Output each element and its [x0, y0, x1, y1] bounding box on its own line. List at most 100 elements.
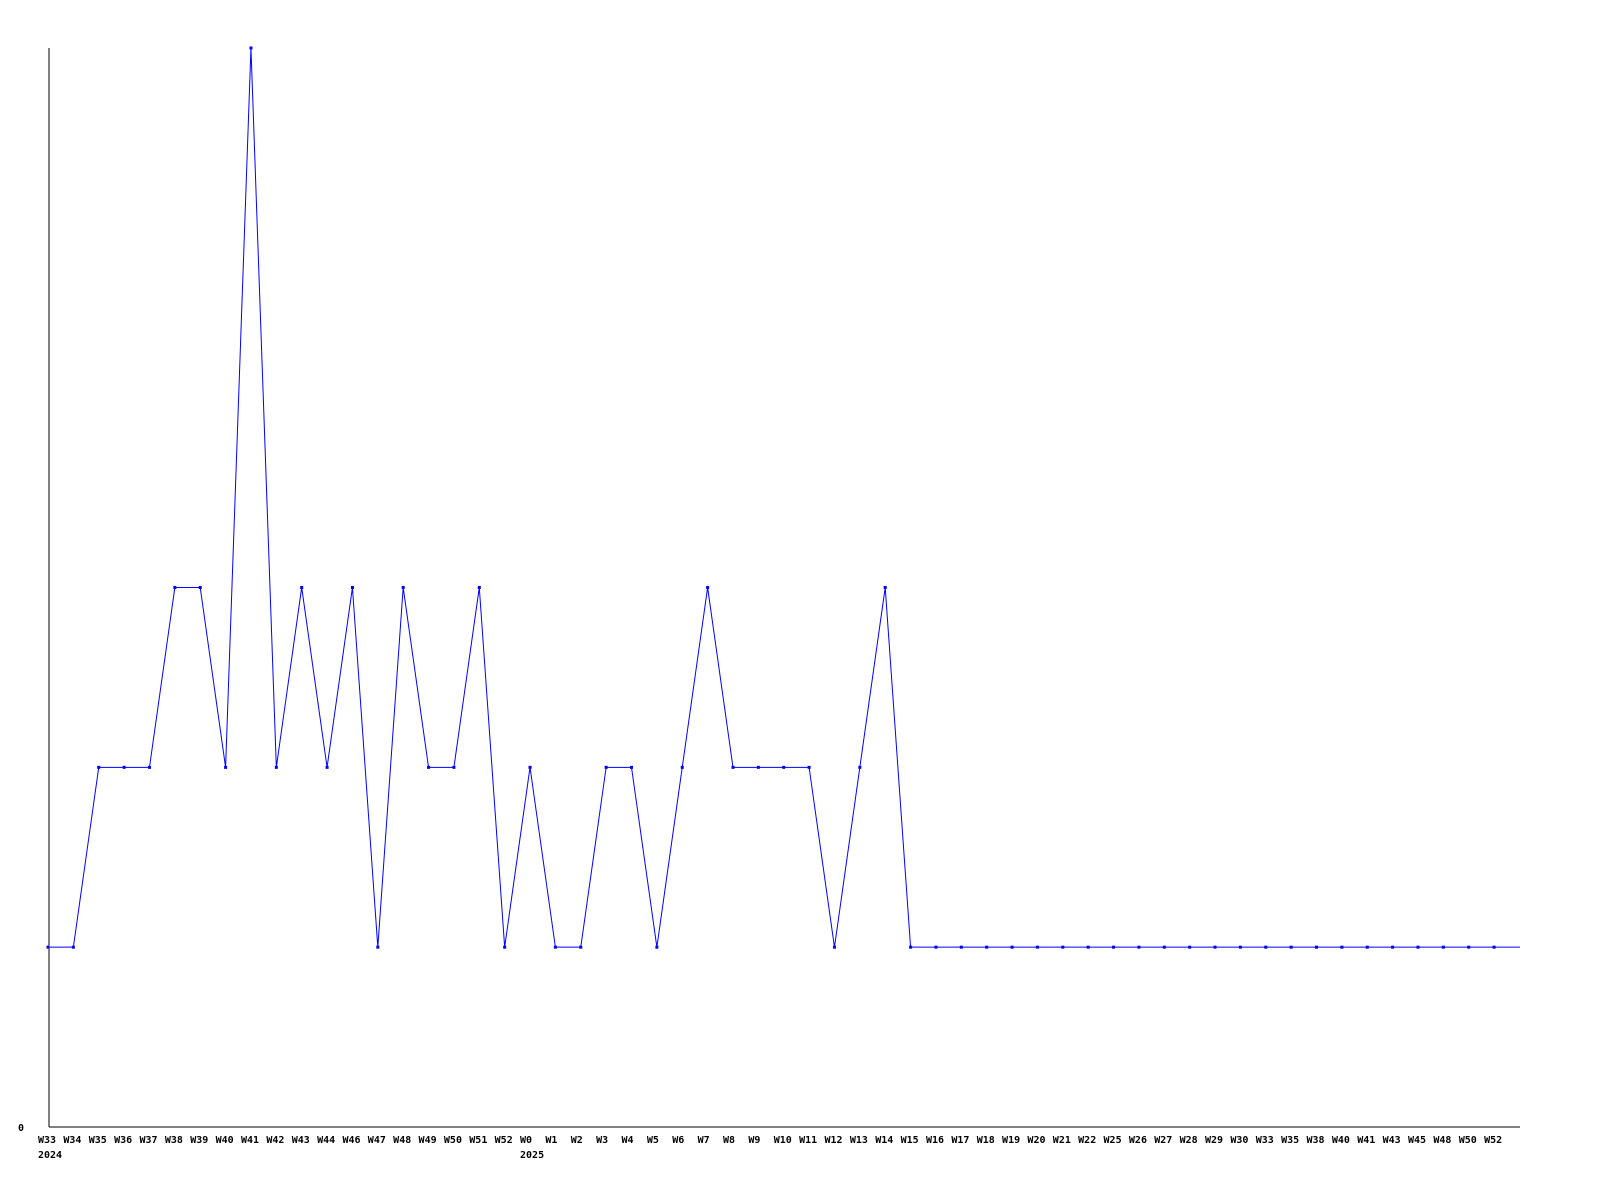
data-point — [807, 765, 811, 769]
data-point — [1061, 945, 1065, 949]
data-point — [1492, 945, 1496, 949]
x-tick-label: W13 — [850, 1135, 868, 1146]
x-tick-label: W25 — [1104, 1135, 1122, 1146]
data-point — [249, 46, 253, 50]
data-point — [528, 765, 532, 769]
x-tick-label: W34 — [63, 1135, 81, 1146]
data-point — [1086, 945, 1090, 949]
data-point — [1162, 945, 1166, 949]
data-point — [71, 945, 75, 949]
x-tick-label: W7 — [698, 1135, 710, 1146]
data-point — [122, 765, 126, 769]
data-point — [503, 945, 507, 949]
x-tick-label: W37 — [139, 1135, 157, 1146]
x-tick-label: W17 — [951, 1135, 969, 1146]
data-point — [1467, 945, 1471, 949]
y-tick-label: 0 — [18, 1123, 24, 1134]
x-tick-label: W10 — [774, 1135, 792, 1146]
x-tick-label: W26 — [1129, 1135, 1147, 1146]
x-tick-label: W43 — [1383, 1135, 1401, 1146]
data-point — [452, 765, 456, 769]
data-point — [1315, 945, 1318, 949]
data-point — [274, 765, 278, 769]
year-label: 2024 — [38, 1150, 62, 1161]
data-point — [1340, 945, 1344, 949]
x-tick-label: W4 — [622, 1135, 634, 1146]
x-tick-label: W50 — [1459, 1135, 1477, 1146]
series-line — [48, 47, 1520, 948]
data-point — [1289, 945, 1293, 949]
x-tick-label: W33 — [38, 1135, 56, 1146]
x-tick-label: W38 — [165, 1135, 183, 1146]
data-point — [1188, 945, 1192, 949]
data-point — [553, 945, 557, 949]
x-tick-label: W1 — [545, 1135, 557, 1146]
x-tick-label: W16 — [926, 1135, 944, 1146]
x-tick-label: W6 — [672, 1135, 684, 1146]
data-point — [909, 945, 913, 949]
x-tick-label: W48 — [1433, 1135, 1451, 1146]
x-tick-label: W43 — [292, 1135, 310, 1146]
data-point — [934, 945, 938, 949]
data-point — [350, 586, 354, 589]
x-tick-label: W35 — [1281, 1135, 1299, 1146]
data-point — [985, 945, 989, 949]
year-label: 2025 — [520, 1150, 544, 1161]
data-point — [46, 945, 50, 949]
x-tick-label: W45 — [1408, 1135, 1426, 1146]
x-tick-label: W50 — [444, 1135, 462, 1146]
x-tick-label: W48 — [393, 1135, 411, 1146]
data-point — [1264, 945, 1268, 949]
data-point — [1238, 945, 1242, 949]
x-tick-label: W3 — [596, 1135, 608, 1146]
data-point — [832, 945, 836, 949]
x-tick-label: W42 — [266, 1135, 284, 1146]
data-point — [1137, 945, 1141, 949]
data-point — [731, 765, 735, 769]
data-point — [630, 765, 634, 769]
x-tick-label: W2 — [571, 1135, 583, 1146]
x-tick-label: W41 — [1357, 1135, 1375, 1146]
data-point — [1213, 945, 1217, 949]
x-tick-label: W8 — [723, 1135, 735, 1146]
x-tick-label: W51 — [469, 1135, 487, 1146]
x-tick-label: W46 — [342, 1135, 360, 1146]
data-point — [1441, 945, 1445, 949]
x-tick-label: W20 — [1027, 1135, 1045, 1146]
data-point — [300, 586, 304, 589]
x-tick-label: W38 — [1307, 1135, 1325, 1146]
data-point — [604, 765, 608, 769]
x-tick-label: W9 — [748, 1135, 760, 1146]
data-point — [1365, 945, 1369, 949]
data-point — [579, 945, 583, 949]
x-tick-label: W0 — [520, 1135, 532, 1146]
data-point — [655, 945, 659, 949]
data-point — [97, 765, 101, 769]
data-point — [1416, 945, 1420, 949]
data-point — [376, 945, 380, 949]
x-tick-label: W40 — [216, 1135, 234, 1146]
x-tick-label: W36 — [114, 1135, 132, 1146]
x-tick-label: W29 — [1205, 1135, 1223, 1146]
data-point — [1112, 945, 1116, 949]
data-point — [477, 586, 481, 589]
data-point — [883, 586, 887, 589]
x-tick-label: W52 — [495, 1135, 513, 1146]
x-tick-label: W19 — [1002, 1135, 1020, 1146]
x-tick-label: W22 — [1078, 1135, 1096, 1146]
data-point — [401, 586, 405, 589]
x-tick-label: W49 — [419, 1135, 437, 1146]
x-tick-label: W18 — [977, 1135, 995, 1146]
x-tick-label: W30 — [1230, 1135, 1248, 1146]
x-tick-label: W27 — [1154, 1135, 1172, 1146]
data-point — [1035, 945, 1039, 949]
data-point — [198, 586, 202, 589]
x-tick-label: W5 — [647, 1135, 659, 1146]
x-tick-label: W21 — [1053, 1135, 1071, 1146]
data-point — [858, 765, 862, 769]
data-point — [756, 765, 760, 769]
data-point — [782, 765, 786, 769]
data-point — [224, 765, 228, 769]
x-tick-label: W47 — [368, 1135, 386, 1146]
x-tick-label: W14 — [875, 1135, 893, 1146]
